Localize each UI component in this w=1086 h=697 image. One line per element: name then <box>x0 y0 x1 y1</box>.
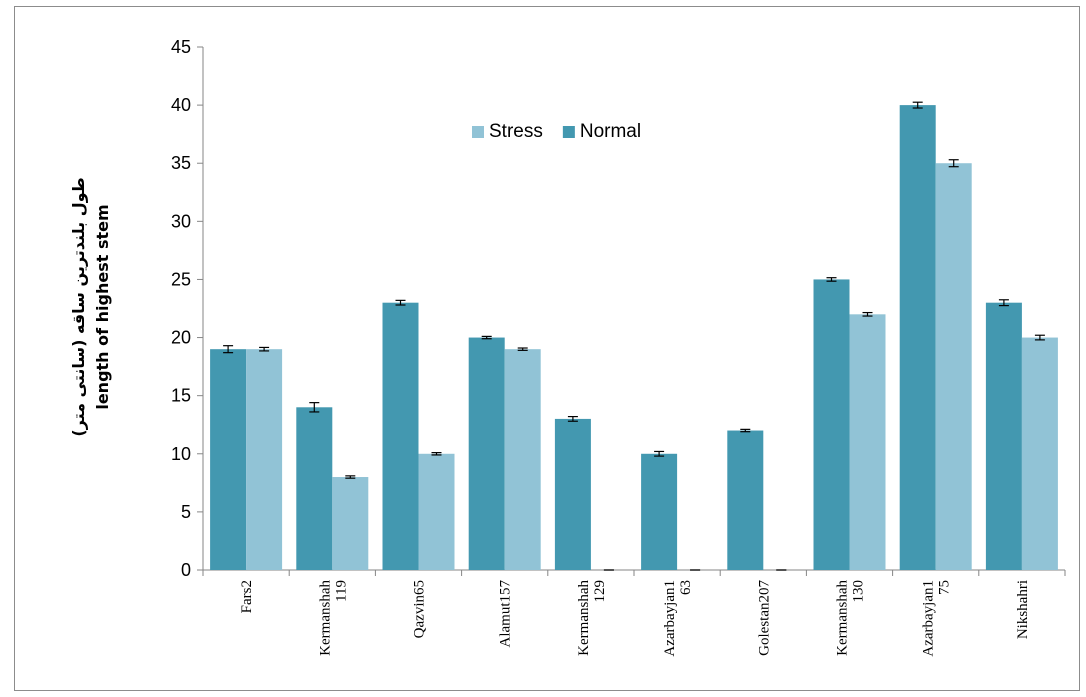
bar-normal <box>554 418 591 570</box>
error-bar-stress <box>862 311 873 317</box>
error-bar-normal <box>912 101 923 109</box>
y-tick-label: 45 <box>171 37 191 57</box>
bar-normal <box>985 302 1022 570</box>
x-tick-label: Kermanshah 129 <box>576 580 608 656</box>
legend-label-stress: Stress <box>489 121 543 142</box>
error-bar-normal <box>567 415 578 422</box>
bar-normal <box>813 279 850 570</box>
x-tick-label: Azarbayjan1 75 <box>921 580 953 657</box>
x-tick-label: Kermanshah 119 <box>317 580 349 656</box>
y-tick-label: 30 <box>171 211 191 231</box>
y-tick-label: 15 <box>171 386 191 406</box>
y-tick-label: 5 <box>181 502 191 522</box>
bar-stress <box>418 453 455 570</box>
y-tick-label: 10 <box>171 444 191 464</box>
legend-swatch-normal <box>562 126 575 138</box>
x-tick-label-line: Kermanshah <box>835 580 851 656</box>
error-bar-stress <box>431 452 442 456</box>
bar-stress <box>849 314 886 570</box>
bar-normal <box>210 349 247 570</box>
y-tick-label: 40 <box>171 95 191 115</box>
y-tick-label: 20 <box>171 328 191 348</box>
x-tick-label-line: Qazvin65 <box>412 580 428 638</box>
x-tick-label: Azarbayjan1 63 <box>662 580 694 657</box>
x-tick-label-line: Azarbayjan1 <box>662 580 678 657</box>
error-bar-normal <box>395 299 406 306</box>
legend-swatch-stress <box>472 126 484 138</box>
x-tick-label-line: Golestan207 <box>756 580 772 656</box>
bar-normal <box>899 105 936 570</box>
error-bar-stress <box>345 475 356 479</box>
bar-normal <box>296 407 333 570</box>
bar-stress <box>1021 337 1058 570</box>
bars <box>210 101 1058 571</box>
bar-stress <box>332 477 369 570</box>
x-tick-label-line: Kermanshah <box>576 580 592 656</box>
bar-stress <box>935 163 972 570</box>
error-bar-stress <box>259 346 270 352</box>
bar-stress <box>246 349 283 570</box>
legend-label-normal: Normal <box>580 121 641 142</box>
x-tick-label-line: 119 <box>333 580 349 602</box>
y-tick-label: 25 <box>171 269 191 289</box>
x-tick-label: Golestan207 <box>756 580 772 656</box>
x-tick-label: Kermanshah 130 <box>835 580 867 656</box>
x-tick-label-line: 129 <box>592 580 608 603</box>
bar-normal <box>641 453 678 570</box>
error-bar-stress <box>948 159 959 168</box>
y-tick-label: 35 <box>171 153 191 173</box>
x-tick-label-line: 63 <box>678 580 694 595</box>
bar-normal <box>468 337 505 570</box>
y-tick-label: 0 <box>181 560 191 580</box>
bar-normal <box>382 302 419 570</box>
error-bar-normal <box>740 428 751 433</box>
y-axis-label: طول بلندترین ساقه (سانتی متر) length of … <box>69 177 112 436</box>
x-tick-label-line: Nikshahri <box>1015 580 1031 639</box>
x-tick-label-line: Fars2 <box>239 580 255 613</box>
x-tick-label: Nikshahri <box>1015 580 1031 639</box>
bar-stress <box>504 349 541 570</box>
x-tick-label: Alamut157 <box>498 580 514 648</box>
y-axis-label-persian: طول بلندترین ساقه (سانتی متر) <box>69 177 88 436</box>
x-tick-label-line: 75 <box>937 580 953 595</box>
error-bar-normal <box>654 450 665 457</box>
x-tick-label: Fars2 <box>239 580 255 613</box>
x-tick-label-line: Kermanshah <box>317 580 333 656</box>
error-bar-normal <box>998 299 1009 307</box>
legend: Stress Normal <box>472 121 641 142</box>
bar-normal <box>727 430 764 570</box>
x-tick-label-line: 130 <box>851 580 867 603</box>
error-bar-normal <box>826 277 837 282</box>
error-bar-stress <box>1034 334 1045 341</box>
x-tick-label: Qazvin65 <box>412 580 428 638</box>
y-axis-label-english: length of highest stem <box>93 204 112 409</box>
error-bar-normal <box>309 402 320 413</box>
x-tick-label-line: Alamut157 <box>498 580 514 648</box>
error-bar-normal <box>481 335 492 340</box>
error-bar-normal <box>223 345 234 354</box>
x-tick-label-line: Azarbayjan1 <box>921 580 937 657</box>
x-tick-labels: Fars2 Kermanshah 119 Qazvin65 Alamut157 Kerma… <box>239 580 1031 657</box>
error-bar-stress <box>517 347 528 351</box>
